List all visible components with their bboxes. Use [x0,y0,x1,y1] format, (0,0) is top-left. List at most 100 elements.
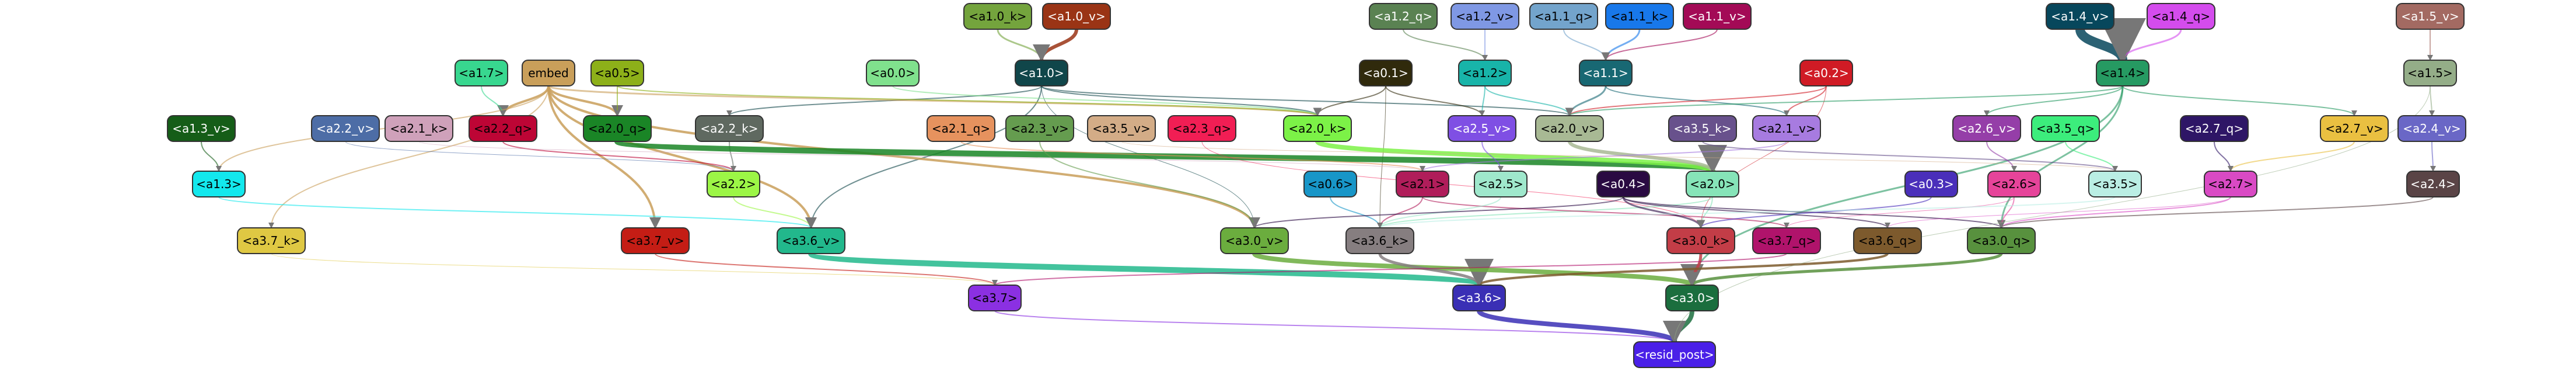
edge-a2.5_v-to-a2.5 [1481,141,1504,172]
node-box [469,115,537,142]
edge-a0.5-to-a2.0_k [617,85,1320,116]
node-a3-6-v[interactable]: <a3.6_v> [777,227,845,254]
edge-a1.4_q-to-a1.4 [2118,29,2182,61]
node-a1-1-k[interactable]: <a1.1_k> [1605,3,1674,30]
node-a2-1[interactable]: <a2.1> [1396,171,1449,197]
node-a2-2[interactable]: <a2.2> [707,171,760,197]
node-label: <a2.3_q> [1173,122,1231,136]
node-label: <a2.1_v> [1757,122,1815,136]
edges-layer [201,18,2436,344]
node-label: <a1.4> [2100,66,2145,80]
node-a1-0-k[interactable]: <a1.0_k> [963,3,1032,30]
node-a2-4[interactable]: <a2.4> [2406,171,2460,197]
node-a1-5-v[interactable]: <a1.5_v> [2396,3,2465,30]
node-a2-7[interactable]: <a2.7> [2204,171,2257,197]
edge-a0.4-to-a3.0_k [1622,196,1705,229]
node-box [1668,115,1737,142]
node-box [1904,171,1958,197]
node-a2-2-k[interactable]: <a2.2_k> [695,115,764,142]
node-a2-2-q[interactable]: <a2.2_q> [469,115,537,142]
node-a3-6-k[interactable]: <a3.6_k> [1345,227,1414,254]
node-a1-3[interactable]: <a1.3> [192,171,246,197]
node-a0-6[interactable]: <a0.6> [1303,171,1357,197]
node-label: <a1.5_v> [2401,9,2459,23]
node-label: <a1.1_q> [1535,9,1593,23]
node-a2-3-q[interactable]: <a2.3_q> [1168,115,1236,142]
node-a1-1[interactable]: <a1.1> [1579,60,1633,86]
node-a3-6-q[interactable]: <a3.6_q> [1853,227,1922,254]
node-a1-1-q[interactable]: <a1.1_q> [1529,3,1598,30]
node-a2-5[interactable]: <a2.5> [1474,171,1528,197]
node-a2-6[interactable]: <a2.6> [1987,171,2041,197]
node-label: <a2.6_v> [1958,122,2015,136]
node-a3-5-q[interactable]: <a3.5_q> [2031,115,2100,142]
edge-a2.7_q-to-a2.7 [2214,141,2234,172]
node-embed[interactable]: embed [522,60,575,86]
node-a2-1-k[interactable]: <a2.1_k> [385,115,453,142]
edge-a2.3_q-to-a3.0_k [1201,141,1703,228]
node-a3-6[interactable]: <a3.6> [1452,285,1506,311]
node-a3-0-q[interactable]: <a3.0_q> [1967,227,2036,254]
node-a1-7[interactable]: <a1.7> [455,60,508,86]
node-a2-0-q[interactable]: <a2.0_q> [583,115,652,142]
node-a1-2[interactable]: <a1.2> [1458,60,1512,86]
node-box [1005,115,1074,142]
node-label: <a2.1> [1400,177,1445,191]
node-a0-2[interactable]: <a0.2> [1799,60,1853,86]
node-box [1605,3,1674,30]
node-label: <a2.2_q> [474,122,532,136]
node-a3-0-v[interactable]: <a3.0_v> [1220,227,1289,254]
node-a3-5[interactable]: <a3.5> [2088,171,2142,197]
node-a2-0-v[interactable]: <a2.0_v> [1535,115,1604,142]
edge-a0.1-to-a2.5_v [1385,85,1485,116]
node-label: <a0.6> [1308,177,1353,191]
node-a3-7-k[interactable]: <a3.7_k> [237,227,306,254]
node-a1-2-v[interactable]: <a1.2_v> [1450,3,1519,30]
node-a3-0[interactable]: <a3.0> [1665,285,1719,311]
node-a2-0[interactable]: <a2.0> [1686,171,1739,197]
edge-a0.3-to-a3.0_k [1698,196,1932,228]
node-a2-5-v[interactable]: <a2.5_v> [1448,115,1516,142]
node-a1-1-v[interactable]: <a1.1_v> [1683,3,1752,30]
node-a2-0-k[interactable]: <a2.0_k> [1283,115,1352,142]
node-a3-5-v[interactable]: <a3.5_v> [1087,115,1156,142]
node-a2-1-v[interactable]: <a2.1_v> [1752,115,1821,142]
node-a0-0[interactable]: <a0.0> [866,60,920,86]
node-a1-0-v[interactable]: <a1.0_v> [1042,3,1111,30]
node-label: <a1.0_v> [1047,9,1105,23]
node-a1-3-v[interactable]: <a1.3_v> [167,115,236,142]
nodes-layer: <a1.0_k> <a1.0_v> <a1.2_q> <a1.2_v> <a1.1_q>… [167,3,2466,368]
node-box [167,115,236,142]
node-resid-post[interactable]: <resid_post> [1633,341,1716,368]
node-a3-7-q[interactable]: <a3.7_q> [1752,227,1821,254]
node-label: <a0.3> [1909,177,1954,191]
node-a0-1[interactable]: <a0.1> [1359,60,1413,86]
node-a2-7-v[interactable]: <a2.7_v> [2320,115,2389,142]
node-label: <a2.4> [2410,177,2456,191]
node-a0-5[interactable]: <a0.5> [590,60,644,86]
node-a1-4-v[interactable]: <a1.4_v> [2046,3,2114,30]
edge-a1.3-to-a3.6_v [218,196,814,228]
node-a2-7-q[interactable]: <a2.7_q> [2180,115,2249,142]
node-a2-1-q[interactable]: <a2.1_q> [927,115,995,142]
node-a2-6-v[interactable]: <a2.6_v> [1952,115,2021,142]
node-label: <a3.6_v> [782,234,840,248]
node-box [1042,3,1111,30]
node-a2-3-v[interactable]: <a2.3_v> [1005,115,1074,142]
node-a1-4[interactable]: <a1.4> [2096,60,2149,86]
node-a3-5-k[interactable]: <a3.5_k> [1668,115,1737,142]
node-a3-0-k[interactable]: <a3.0_k> [1666,227,1735,254]
edge-a1.5-to-a2.4_v [2428,85,2435,116]
node-a0-4[interactable]: <a0.4> [1596,171,1650,197]
node-a1-2-q[interactable]: <a1.2_q> [1369,3,1438,30]
node-a3-7[interactable]: <a3.7> [968,285,1022,311]
edge-embed-to-a2.2_q [497,85,550,117]
node-a3-7-v[interactable]: <a3.7_v> [621,227,690,254]
edge-a1.0-to-a2.2_k [726,85,1042,116]
node-a2-2-v[interactable]: <a2.2_v> [311,115,380,142]
node-a1-5[interactable]: <a1.5> [2403,60,2457,86]
node-a0-3[interactable]: <a0.3> [1904,171,1958,197]
node-a1-0[interactable]: <a1.0> [1015,60,1068,86]
node-a2-4-v[interactable]: <a2.4_v> [2397,115,2466,142]
node-a1-4-q[interactable]: <a1.4_q> [2147,3,2215,30]
